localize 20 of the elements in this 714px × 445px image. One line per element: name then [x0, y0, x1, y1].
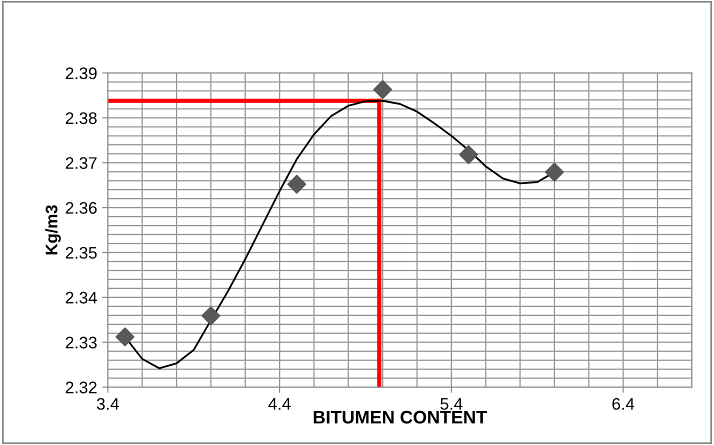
y-tick-label: 2.37	[66, 157, 97, 169]
y-tick-label: 2.35	[66, 246, 97, 259]
x-tick-label: 4.4	[268, 398, 291, 410]
y-tick-label: 2.33	[66, 336, 97, 348]
point	[116, 327, 134, 346]
y-tick-label: 2.34	[66, 292, 97, 304]
y-axis-title: Kg/m3	[45, 205, 61, 254]
x-tick-label: 6.4	[612, 398, 634, 410]
y-tick-label: 2.36	[66, 202, 97, 214]
y-tick-label: 2.39	[66, 67, 97, 80]
point	[373, 80, 392, 100]
point	[544, 162, 564, 182]
x-axis-title: BITUMEN CONTENT	[314, 410, 487, 424]
x-tick-label: 5.4	[440, 398, 462, 410]
y-tick-label: 2.32	[66, 382, 97, 394]
point	[459, 145, 478, 164]
x-tick-label: 3.4	[96, 398, 119, 410]
point	[287, 174, 306, 194]
point	[201, 306, 220, 326]
y-tick-label: 2.38	[66, 112, 97, 124]
